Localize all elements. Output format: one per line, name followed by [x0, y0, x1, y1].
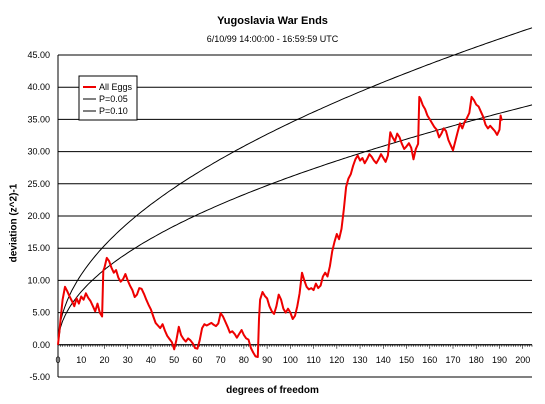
x-tick-label: 150 — [399, 355, 414, 365]
x-tick-label: 130 — [353, 355, 368, 365]
y-tick-label: 5.00 — [32, 308, 50, 318]
x-tick-label: 190 — [492, 355, 507, 365]
y-tick-label: 10.00 — [27, 275, 50, 285]
x-tick-label: 0 — [55, 355, 60, 365]
y-tick-label: 30.00 — [27, 147, 50, 157]
y-tick-label: 45.00 — [27, 50, 50, 60]
x-tick-label: 80 — [239, 355, 249, 365]
x-tick-label: 180 — [469, 355, 484, 365]
x-tick-label: 70 — [216, 355, 226, 365]
chart-subtitle: 6/10/99 14:00:00 - 16:59:59 UTC — [206, 34, 339, 44]
x-tick-label: 170 — [445, 355, 460, 365]
legend-label: All Eggs — [99, 82, 133, 92]
x-tick-label: 30 — [123, 355, 133, 365]
y-tick-label: 20.00 — [27, 211, 50, 221]
p010-curve — [57, 104, 533, 345]
x-tick-label: 140 — [376, 355, 391, 365]
x-tick-label: 120 — [329, 355, 344, 365]
x-axis-label: degrees of freedom — [226, 385, 319, 396]
y-tick-label: 40.00 — [27, 82, 50, 92]
x-tick-label: 100 — [283, 355, 298, 365]
chart-title: Yugoslavia War Ends — [217, 15, 328, 27]
legend-label: P=0.10 — [99, 106, 128, 116]
y-tick-label: 15.00 — [27, 243, 50, 253]
x-tick-label: 50 — [169, 355, 179, 365]
x-tick-label: 60 — [192, 355, 202, 365]
x-tick-label: 110 — [306, 355, 320, 365]
y-tick-label: -5.00 — [29, 372, 50, 382]
x-tick-label: 10 — [76, 355, 86, 365]
x-tick-label: 40 — [146, 355, 156, 365]
x-tick-label: 20 — [99, 355, 109, 365]
y-tick-label: 25.00 — [27, 179, 50, 189]
y-tick-label: 0.00 — [32, 340, 50, 350]
legend-box — [78, 75, 138, 121]
x-tick-label: 90 — [262, 355, 272, 365]
x-tick-label: 200 — [515, 355, 530, 365]
x-tick-label: 160 — [422, 355, 437, 365]
y-tick-label: 35.00 — [27, 114, 50, 124]
all-eggs-line — [57, 95, 503, 358]
legend-label: P=0.05 — [99, 94, 128, 104]
p005-curve — [57, 27, 533, 345]
